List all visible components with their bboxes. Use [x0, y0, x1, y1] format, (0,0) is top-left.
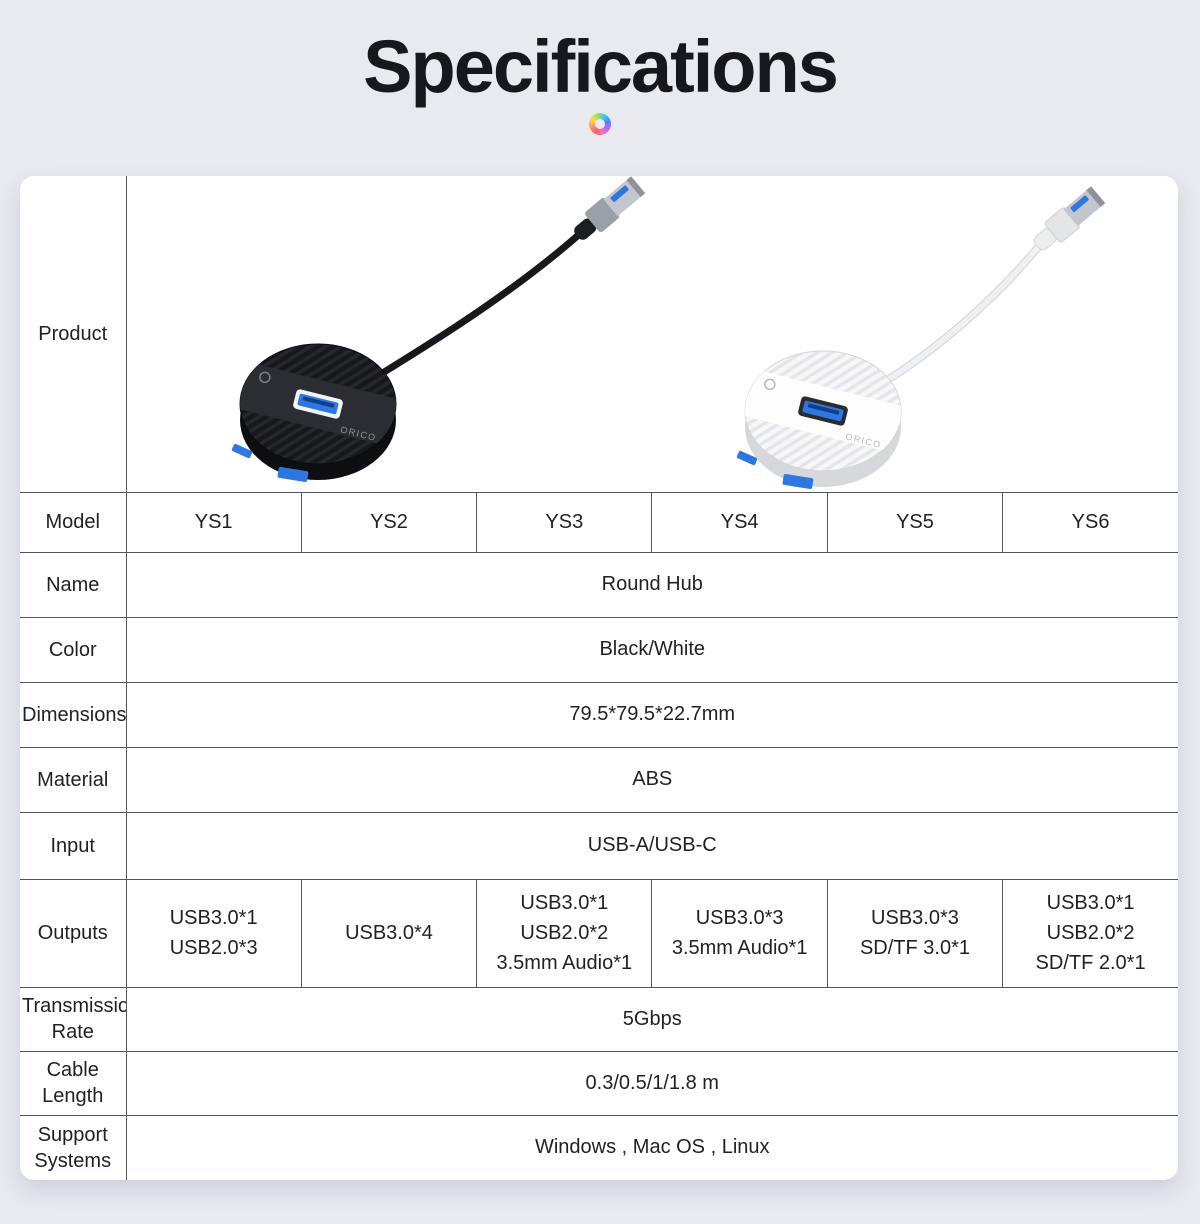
- support-systems-value: Windows , Mac OS , Linux: [125, 1114, 1179, 1181]
- row-label-product: Product: [19, 175, 127, 493]
- row-label-material: Material: [19, 746, 127, 813]
- material-value: ABS: [125, 746, 1179, 813]
- model-cell-ys4: YS4: [651, 491, 828, 553]
- band-icon: [258, 371, 271, 384]
- model-cell-ys1: YS1: [125, 491, 302, 553]
- hub-disc-black: ORICO: [231, 343, 396, 482]
- side-port-icon: [277, 467, 308, 482]
- usb-connector-icon-black: [573, 177, 645, 240]
- table-row-dimensions: Dimensions 79.5*79.5*22.7mm: [19, 681, 1179, 748]
- table-row-outputs: Outputs USB3.0*1 USB2.0*3 USB3.0*4 USB3.…: [19, 878, 1179, 988]
- white-hub-image: ORICO: [736, 186, 1105, 489]
- usb-cable-white: [877, 238, 1046, 387]
- row-label-transmission-rate: Transmission Rate: [19, 986, 127, 1052]
- table-row-support-systems: Support Systems Windows , Mac OS , Linux: [19, 1114, 1179, 1181]
- output-line: USB3.0*3: [871, 907, 959, 929]
- model-cell-ys6: YS6: [1002, 491, 1179, 553]
- row-label-color: Color: [19, 616, 127, 683]
- table-row-input: Input USB-A/USB-C: [19, 811, 1179, 880]
- hub-disc-white: ORICO: [736, 350, 901, 489]
- table-row-cable-length: Cable Length 0.3/0.5/1/1.8 m: [19, 1050, 1179, 1116]
- row-label-support-systems: Support Systems: [19, 1114, 127, 1181]
- usb-connector-icon-white: [1033, 186, 1105, 251]
- output-line: USB3.0*1: [169, 907, 258, 929]
- model-cell-ys3: YS3: [476, 491, 653, 553]
- output-line: 3.5mm Audio*1: [671, 937, 808, 959]
- spec-card: Product: [19, 175, 1179, 1181]
- output-line: USB3.0*3: [695, 907, 784, 929]
- output-line: 3.5mm Audio*1: [496, 952, 633, 974]
- row-label-dimensions: Dimensions: [19, 681, 127, 748]
- table-row-color: Color Black/White: [19, 616, 1179, 683]
- output-line: SD/TF 2.0*1: [1035, 952, 1146, 974]
- outputs-cell-ys4: USB3.0*3 3.5mm Audio*1: [651, 878, 828, 988]
- row-label-outputs: Outputs: [19, 878, 127, 988]
- table-row-model: Model YS1 YS2 YS3 YS4 YS5 YS6: [19, 491, 1179, 553]
- row-label-cable-length: Cable Length: [19, 1050, 127, 1116]
- row-label-model: Model: [19, 491, 127, 553]
- transmission-rate-value: 5Gbps: [125, 986, 1179, 1052]
- output-line: USB3.0*1: [520, 892, 609, 914]
- output-line: USB3.0*4: [345, 922, 433, 944]
- outputs-cell-ys3: USB3.0*1 USB2.0*2 3.5mm Audio*1: [476, 878, 653, 988]
- color-value: Black/White: [125, 616, 1179, 683]
- side-port-icon: [782, 474, 813, 489]
- row-label-input: Input: [19, 811, 127, 880]
- input-value: USB-A/USB-C: [125, 811, 1179, 880]
- row-label-name: Name: [19, 551, 127, 618]
- output-line: USB2.0*2: [1046, 922, 1135, 944]
- product-images-cell: ORICO: [125, 175, 1179, 493]
- outputs-cell-ys6: USB3.0*1 USB2.0*2 SD/TF 2.0*1: [1002, 878, 1179, 988]
- name-value: Round Hub: [125, 551, 1179, 618]
- output-line: SD/TF 3.0*1: [859, 937, 970, 959]
- cable-length-value: 0.3/0.5/1/1.8 m: [125, 1050, 1179, 1116]
- dimensions-value: 79.5*79.5*22.7mm: [125, 681, 1179, 748]
- usb-cable-white-outline: [876, 237, 1047, 388]
- table-row-transmission-rate: Transmission Rate 5Gbps: [19, 986, 1179, 1052]
- rainbow-ring-icon: [589, 113, 611, 135]
- usb-cable-black: [372, 227, 586, 381]
- black-hub-image: ORICO: [231, 177, 645, 482]
- outputs-cell-ys1: USB3.0*1 USB2.0*3: [125, 878, 302, 988]
- model-cell-ys2: YS2: [300, 491, 478, 553]
- page-title: Specifications: [363, 25, 839, 108]
- output-line: USB2.0*2: [520, 922, 609, 944]
- side-port-icon: [736, 450, 757, 466]
- band-icon: [763, 378, 776, 391]
- outputs-cell-ys2: USB3.0*4: [300, 878, 478, 988]
- outputs-cell-ys5: USB3.0*3 SD/TF 3.0*1: [826, 878, 1004, 988]
- output-line: USB3.0*1: [1046, 892, 1135, 914]
- side-port-icon: [231, 443, 252, 459]
- table-row-name: Name Round Hub: [19, 551, 1179, 618]
- model-cell-ys5: YS5: [826, 491, 1004, 553]
- output-line: USB2.0*3: [169, 937, 258, 959]
- table-row-product: Product: [19, 175, 1179, 493]
- spec-table: Product: [19, 175, 1179, 1181]
- table-row-material: Material ABS: [19, 746, 1179, 813]
